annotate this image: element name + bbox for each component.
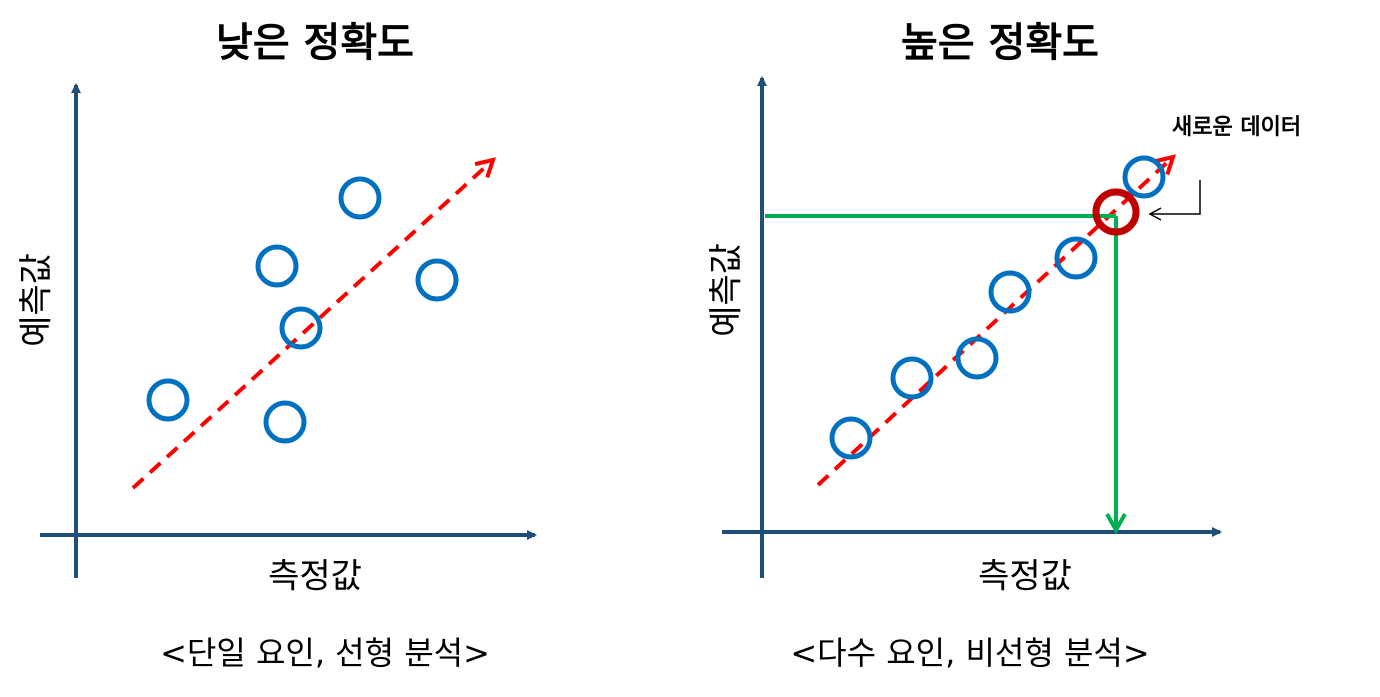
caption: <단일 요인, 선형 분석>	[160, 634, 490, 672]
x-label: 측정값	[978, 557, 1072, 597]
y-label: 예측값	[17, 253, 57, 347]
panel-high: 높은 정확도 새로운 데이터 예측값 측정값 <다수 요인, 비선형 분석>	[707, 20, 1302, 672]
trend-line	[131, 160, 493, 490]
caption: <다수 요인, 비선형 분석>	[790, 634, 1149, 672]
y-label: 예측값	[707, 243, 747, 337]
point	[146, 378, 190, 422]
point	[955, 336, 999, 380]
annotation-arrow	[1148, 180, 1201, 221]
point	[415, 258, 459, 302]
panel-title: 낮은 정확도	[216, 20, 414, 66]
point	[338, 176, 382, 220]
new-point	[1092, 188, 1140, 236]
point	[255, 244, 299, 288]
panel-low: 낮은 정확도 예측값 측정값 <단일 요인, 선형 분석>	[17, 20, 537, 672]
annotation: 새로운 데이터	[1172, 115, 1301, 140]
point	[1122, 155, 1166, 199]
points	[146, 176, 459, 444]
point	[279, 306, 323, 350]
trend-line	[816, 157, 1173, 487]
point	[1054, 236, 1098, 280]
x-label: 측정값	[268, 557, 362, 597]
points	[829, 155, 1166, 460]
point	[988, 270, 1032, 314]
point	[263, 400, 307, 444]
panel-title: 높은 정확도	[901, 20, 1099, 66]
point	[890, 356, 934, 400]
point	[829, 416, 873, 460]
